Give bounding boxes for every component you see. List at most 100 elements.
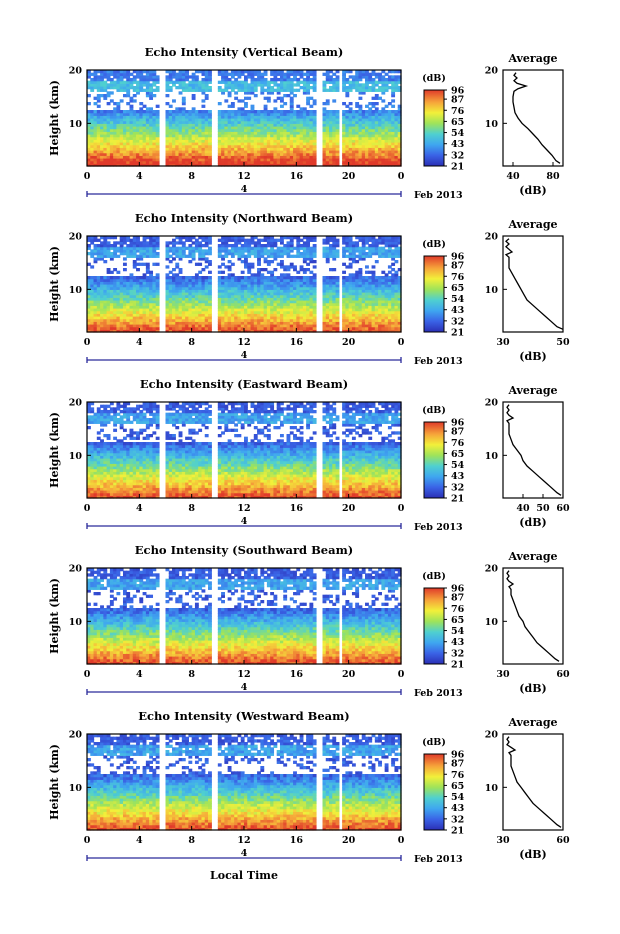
colorbar bbox=[424, 90, 444, 166]
heatmap-cell bbox=[224, 99, 228, 102]
heatmap-cell bbox=[332, 268, 336, 271]
x-tick-label: 20 bbox=[342, 171, 356, 182]
average-x-title: (dB) bbox=[519, 184, 546, 197]
heatmap-cell bbox=[336, 110, 340, 113]
colorbar-tick-label: 65 bbox=[451, 117, 464, 128]
heatmap-cell bbox=[179, 268, 183, 271]
colorbar-tick-label: 43 bbox=[451, 139, 464, 150]
heatmap-cell bbox=[208, 276, 212, 279]
heatmap-cell bbox=[336, 249, 340, 252]
heatmap-cell bbox=[247, 97, 251, 100]
heatmap-cell bbox=[116, 271, 120, 274]
heatmap-cell bbox=[349, 102, 353, 105]
heatmap-cell bbox=[336, 75, 340, 78]
heatmap-cell bbox=[166, 94, 170, 97]
heatmap-cell bbox=[273, 268, 277, 271]
average-y-tick-label: 20 bbox=[485, 66, 499, 77]
heatmap-cell bbox=[166, 265, 170, 268]
heatmap-cell bbox=[267, 97, 271, 100]
x-tick-label: 0 bbox=[398, 171, 405, 182]
heatmap-cell bbox=[156, 273, 160, 276]
heatmap bbox=[87, 70, 402, 167]
heatmap-cell bbox=[123, 263, 127, 266]
heatmap-cell bbox=[293, 265, 297, 268]
x-tick-label: 16 bbox=[290, 171, 304, 182]
heatmap-cell bbox=[375, 102, 379, 105]
heatmap-cell bbox=[313, 244, 317, 247]
x-tick-label: 0 bbox=[84, 171, 91, 182]
heatmap-cell bbox=[381, 99, 385, 102]
heatmap-cell bbox=[241, 271, 245, 274]
heatmap-cell bbox=[201, 105, 205, 108]
heatmap-cell bbox=[293, 94, 297, 97]
heatmap-cell bbox=[156, 263, 160, 266]
heatmap-cell bbox=[208, 86, 212, 89]
x-tick-label: 12 bbox=[237, 171, 250, 182]
heatmap-cell bbox=[110, 91, 114, 94]
heatmap-cell bbox=[90, 265, 94, 268]
heatmap-cell bbox=[313, 99, 317, 102]
panel-title: Echo Intensity (Northward Beam) bbox=[135, 211, 353, 225]
heatmap-cell bbox=[313, 273, 317, 276]
heatmap-cell bbox=[156, 252, 160, 255]
heatmap-cell bbox=[136, 268, 140, 271]
heatmap-cell bbox=[152, 94, 156, 97]
heatmap-cell bbox=[231, 102, 235, 105]
heatmap-cell bbox=[358, 105, 362, 108]
heatmap-cell bbox=[103, 260, 107, 263]
heatmap-cell bbox=[283, 102, 287, 105]
heatmap-cell bbox=[251, 105, 255, 108]
colorbar-tick-label: 87 bbox=[451, 95, 464, 106]
heatmap-cell bbox=[391, 99, 395, 102]
heatmap-cell bbox=[231, 263, 235, 266]
heatmap-cell bbox=[146, 263, 150, 266]
heatmap-cell bbox=[205, 94, 209, 97]
heatmap-cell bbox=[208, 110, 212, 113]
heatmap-cell bbox=[358, 97, 362, 100]
heatmap-cell bbox=[156, 75, 160, 78]
heatmap-cell bbox=[336, 276, 340, 279]
heatmap-cell bbox=[149, 271, 153, 274]
heatmap-cell bbox=[342, 271, 346, 274]
heatmap-cell bbox=[332, 99, 336, 102]
heatmap-cell bbox=[156, 110, 160, 113]
heatmap-cell bbox=[251, 263, 255, 266]
heatmap-cell bbox=[133, 99, 137, 102]
heatmap-cell bbox=[192, 94, 196, 97]
y-tick-label: 10 bbox=[69, 119, 83, 130]
colorbar-unit: (dB) bbox=[422, 73, 446, 84]
heatmap-cell bbox=[313, 110, 317, 113]
heatmap-cell bbox=[169, 105, 173, 108]
colorbar-tick-label: 32 bbox=[451, 150, 464, 161]
heatmap-cell bbox=[326, 99, 330, 102]
heatmap-cell bbox=[208, 260, 212, 263]
x-tick-label: 8 bbox=[188, 171, 195, 182]
average-x-tick-label: 40 bbox=[506, 171, 520, 182]
heatmap-cell bbox=[195, 75, 199, 78]
x-tick-label: 4 bbox=[136, 171, 143, 182]
heatmap-cell bbox=[97, 105, 101, 108]
panel-1: Echo Intensity (Vertical Beam) 0 4 8 12 16 20 0… bbox=[48, 45, 563, 201]
heatmap-cell bbox=[172, 99, 176, 102]
average-y-tick-label: 10 bbox=[485, 119, 499, 130]
heatmap-cell bbox=[264, 105, 268, 108]
heatmap-cell bbox=[182, 97, 186, 100]
average-frame bbox=[503, 70, 563, 166]
heatmap-cell bbox=[156, 105, 160, 108]
heatmap-cell bbox=[221, 271, 225, 274]
heatmap-cell bbox=[130, 105, 134, 108]
average-profile-line bbox=[513, 73, 560, 164]
date-label: Feb 2013 bbox=[414, 190, 463, 201]
day-label: 4 bbox=[241, 184, 248, 195]
y-axis-title: Height (km) bbox=[48, 80, 61, 156]
average-x-tick-label: 80 bbox=[546, 171, 560, 182]
heatmap-cell bbox=[175, 263, 179, 266]
heatmap-cell bbox=[208, 247, 212, 250]
y-tick-label: 20 bbox=[69, 66, 83, 77]
heatmap-cell bbox=[336, 239, 340, 242]
heatmap-cell bbox=[218, 102, 222, 105]
heatmap-cell bbox=[198, 263, 202, 266]
panel-title: Echo Intensity (Vertical Beam) bbox=[145, 45, 344, 59]
